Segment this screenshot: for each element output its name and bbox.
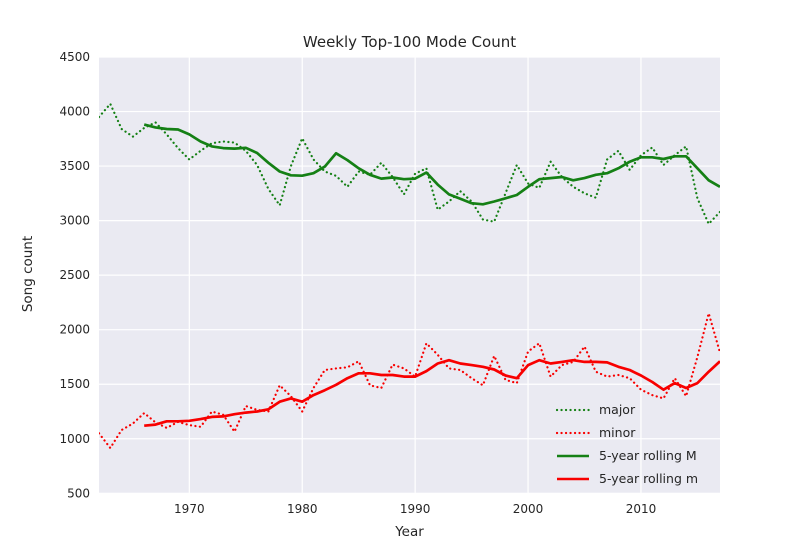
x-axis-label: Year xyxy=(395,524,424,540)
legend-label: major xyxy=(599,402,636,417)
series-group xyxy=(99,102,720,450)
y-tick-label: 1500 xyxy=(59,377,90,391)
legend-item-major: major xyxy=(556,398,698,421)
legend-line-sample xyxy=(556,408,590,411)
x-tick-label: 1980 xyxy=(287,502,318,516)
y-tick-label: 3000 xyxy=(59,214,90,228)
y-tick-label: 2500 xyxy=(59,268,90,282)
legend-line-sample xyxy=(557,477,589,480)
y-tick-label: 3500 xyxy=(59,159,90,173)
y-tick-label: 4500 xyxy=(59,50,90,64)
legend-item-minor: minor xyxy=(556,421,698,444)
legend-item-5-year-rolling-m: 5-year rolling M xyxy=(556,444,698,467)
x-tick-label: 2010 xyxy=(626,502,657,516)
legend-line-sample xyxy=(557,454,589,457)
y-axis-label: Song count xyxy=(20,235,36,313)
y-tick-label: 500 xyxy=(67,486,90,500)
legend: major minor 5-year rolling M 5-year rolling… xyxy=(556,398,698,490)
legend-label: 5-year rolling m xyxy=(599,471,699,486)
legend-line-sample xyxy=(556,431,590,434)
y-tick-label: 4000 xyxy=(59,105,90,119)
series-5-year-rolling-m xyxy=(144,358,720,428)
legend-label: 5-year rolling M xyxy=(599,448,697,463)
series-major xyxy=(99,102,720,225)
x-tick-label: 2000 xyxy=(513,502,544,516)
chart-title: Weekly Top-100 Mode Count xyxy=(302,33,517,51)
legend-item-5-year-rolling-m: 5-year rolling m xyxy=(556,467,698,490)
series-minor xyxy=(99,312,720,450)
x-tick-label: 1970 xyxy=(174,502,205,516)
legend-label: minor xyxy=(599,425,636,440)
series-5-year-rolling-m xyxy=(143,123,720,206)
y-tick-label: 2000 xyxy=(59,323,90,337)
y-tick-label: 1000 xyxy=(59,432,90,446)
x-tick-label: 1990 xyxy=(400,502,431,516)
